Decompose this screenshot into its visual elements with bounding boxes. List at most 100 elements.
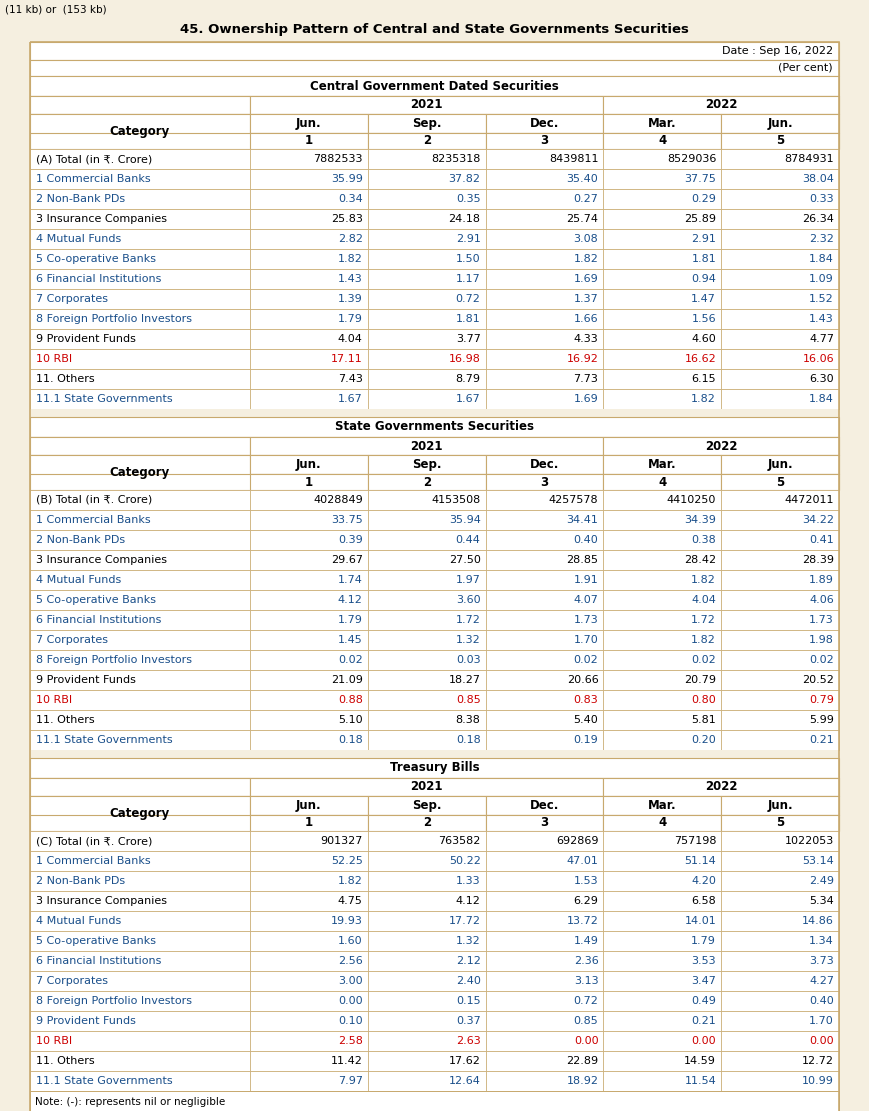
Bar — [368, 815, 486, 831]
Text: Dec.: Dec. — [530, 799, 559, 812]
Bar — [721, 349, 839, 369]
Bar — [721, 971, 839, 991]
Bar — [603, 610, 721, 630]
Bar — [721, 269, 839, 289]
Text: 0.19: 0.19 — [574, 735, 599, 745]
Text: 1.60: 1.60 — [338, 935, 362, 945]
Text: 11. Others: 11. Others — [36, 715, 95, 725]
Bar — [721, 670, 839, 690]
Bar — [368, 891, 486, 911]
Bar — [250, 369, 368, 389]
Bar — [603, 133, 721, 149]
Text: 2 Non-Bank PDs: 2 Non-Bank PDs — [36, 536, 125, 546]
Bar — [30, 510, 839, 530]
Text: 2021: 2021 — [410, 440, 443, 452]
Bar — [250, 329, 368, 349]
Text: 2.40: 2.40 — [455, 975, 481, 985]
Bar — [721, 309, 839, 329]
Bar — [250, 209, 368, 229]
Bar — [250, 510, 368, 530]
Bar — [30, 730, 250, 750]
Bar — [603, 209, 721, 229]
Text: 11.1 State Governments: 11.1 State Governments — [36, 1075, 173, 1085]
Bar — [721, 710, 839, 730]
Bar — [603, 1071, 721, 1091]
Bar — [368, 951, 486, 971]
Bar — [603, 710, 721, 730]
Text: 1.70: 1.70 — [574, 635, 599, 645]
Bar — [30, 650, 250, 670]
Text: 8784931: 8784931 — [785, 154, 834, 164]
Text: 8235318: 8235318 — [431, 154, 481, 164]
Text: 2.36: 2.36 — [574, 955, 599, 965]
Bar — [30, 758, 839, 778]
Bar — [30, 951, 250, 971]
Bar — [30, 590, 839, 610]
Bar — [30, 409, 839, 417]
Text: 3.08: 3.08 — [574, 234, 599, 244]
Text: 1.79: 1.79 — [692, 935, 716, 945]
Bar — [486, 610, 603, 630]
Bar — [368, 289, 486, 309]
Bar — [721, 133, 839, 149]
Bar — [250, 590, 368, 610]
Text: 11.54: 11.54 — [685, 1075, 716, 1085]
Text: Sep.: Sep. — [412, 117, 441, 130]
Bar — [721, 931, 839, 951]
Text: 1 Commercial Banks: 1 Commercial Banks — [36, 516, 150, 526]
Bar — [368, 670, 486, 690]
Bar — [368, 851, 486, 871]
Bar — [368, 795, 486, 815]
Bar — [603, 530, 721, 550]
Text: Category: Category — [109, 466, 170, 479]
Text: 1: 1 — [305, 817, 313, 830]
Bar — [30, 60, 839, 76]
Bar — [721, 650, 839, 670]
Text: Dec.: Dec. — [530, 117, 559, 130]
Bar — [721, 189, 839, 209]
Bar — [30, 871, 839, 891]
Bar — [30, 417, 839, 437]
Text: 5 Co-operative Banks: 5 Co-operative Banks — [36, 254, 156, 264]
Bar — [30, 891, 839, 911]
Text: 17.62: 17.62 — [448, 1055, 481, 1065]
Text: Sep.: Sep. — [412, 458, 441, 471]
Bar — [30, 369, 250, 389]
Text: 0.83: 0.83 — [574, 695, 599, 705]
Text: 7.43: 7.43 — [338, 374, 362, 384]
Bar — [30, 570, 250, 590]
Bar — [250, 871, 368, 891]
Bar — [603, 971, 721, 991]
Bar — [30, 189, 250, 209]
Text: 1.43: 1.43 — [338, 274, 362, 284]
Bar — [721, 831, 839, 851]
Bar — [603, 831, 721, 851]
Text: Jun.: Jun. — [296, 458, 322, 471]
Bar — [30, 550, 250, 570]
Text: 4.12: 4.12 — [455, 895, 481, 905]
Text: 2 Non-Bank PDs: 2 Non-Bank PDs — [36, 875, 125, 885]
Text: 2.82: 2.82 — [338, 234, 362, 244]
Text: 1.82: 1.82 — [338, 875, 362, 885]
Bar — [368, 229, 486, 249]
Bar — [250, 831, 368, 851]
Text: 2.91: 2.91 — [455, 234, 481, 244]
Text: Mar.: Mar. — [648, 458, 677, 471]
Bar — [486, 369, 603, 389]
Text: 4.75: 4.75 — [338, 895, 362, 905]
Bar — [486, 795, 603, 815]
Bar — [30, 456, 250, 490]
Text: 0.27: 0.27 — [574, 194, 599, 204]
Text: 0.02: 0.02 — [574, 655, 599, 665]
Text: 6 Financial Institutions: 6 Financial Institutions — [36, 955, 162, 965]
Text: 7 Corporates: 7 Corporates — [36, 294, 108, 304]
Bar — [30, 951, 839, 971]
Text: 1.72: 1.72 — [455, 615, 481, 625]
Text: 0.85: 0.85 — [574, 1015, 599, 1025]
Bar — [486, 114, 603, 133]
Text: 25.74: 25.74 — [567, 214, 599, 224]
Bar — [486, 871, 603, 891]
Bar — [30, 209, 250, 229]
Bar — [603, 795, 721, 815]
Bar — [368, 249, 486, 269]
